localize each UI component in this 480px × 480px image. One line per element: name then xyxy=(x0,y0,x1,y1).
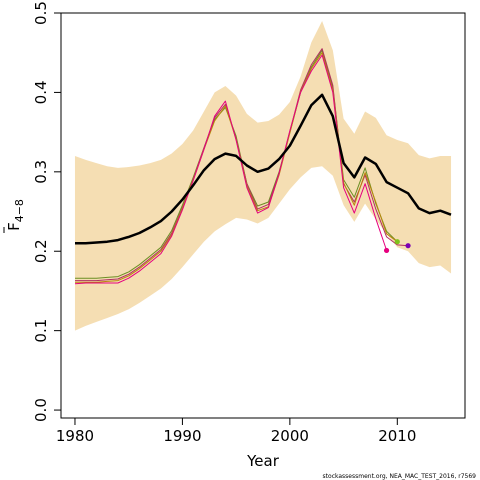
confidence-band xyxy=(74,20,452,331)
y-tick-label-0.5: 0.5 xyxy=(32,1,50,25)
endpoint-marker-2 xyxy=(394,239,400,245)
x-axis: 1980 1990 2000 2010 xyxy=(56,418,416,445)
y-tick-label-0.0: 0.0 xyxy=(32,398,50,422)
y-axis-title: F4−8 xyxy=(5,199,26,231)
series-layer xyxy=(74,48,452,285)
x-tick-label-1980: 1980 xyxy=(56,427,94,445)
x-tick-label-1990: 1990 xyxy=(163,427,201,445)
y-tick-label-0.4: 0.4 xyxy=(32,80,50,104)
footer-credit: stockassessment.org, NEA_MAC_TEST_2016, … xyxy=(323,473,477,480)
x-axis-title: Year xyxy=(246,452,280,470)
y-tick-label-0.2: 0.2 xyxy=(32,239,50,263)
y-axis-title-main: F xyxy=(5,222,23,231)
y-tick-label-0.3: 0.3 xyxy=(32,160,50,184)
endpoint-layer xyxy=(383,239,411,254)
y-tick-label-0.1: 0.1 xyxy=(32,319,50,343)
endpoint-marker-3 xyxy=(405,243,411,249)
x-tick-label-2010: 2010 xyxy=(378,427,416,445)
endpoint-marker-1 xyxy=(383,247,390,254)
series-line-retro-4 xyxy=(74,54,388,285)
svg-text:F4−8: F4−8 xyxy=(5,199,26,231)
x-tick-label-2000: 2000 xyxy=(271,427,309,445)
confidence-band-layer xyxy=(74,20,452,331)
y-axis: 0.0 0.1 0.2 0.3 0.4 0.5 xyxy=(32,1,61,422)
plot-frame xyxy=(60,12,466,419)
y-axis-title-subscript: 4−8 xyxy=(13,199,26,222)
series-line-estimate xyxy=(75,93,452,245)
